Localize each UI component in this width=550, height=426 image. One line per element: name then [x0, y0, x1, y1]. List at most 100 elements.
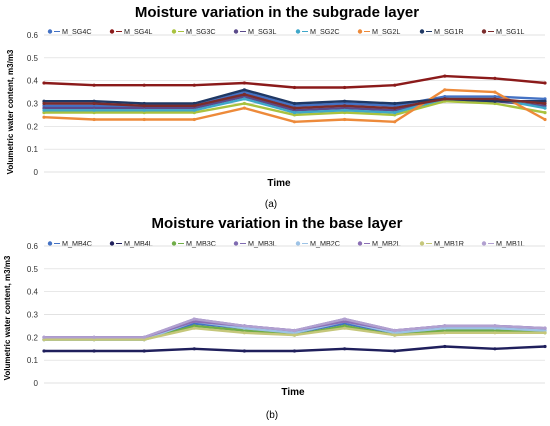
- data-point: [543, 331, 547, 335]
- data-point: [393, 106, 397, 110]
- gridlines: [44, 245, 545, 384]
- data-point: [493, 101, 497, 106]
- y-tick-label: 0.1: [27, 356, 39, 365]
- data-point: [92, 349, 96, 353]
- data-point: [343, 317, 347, 321]
- legend-label: M_MB4L: [124, 239, 153, 248]
- data-point: [443, 324, 447, 328]
- data-point: [192, 317, 196, 321]
- legend-marker: [481, 241, 487, 246]
- data-point: [92, 106, 96, 110]
- data-point: [292, 328, 297, 333]
- data-point: [493, 328, 497, 333]
- chart-title: Moisture variation in the base layer: [152, 215, 403, 232]
- data-point: [393, 104, 397, 108]
- data-point: [343, 324, 347, 328]
- data-point: [192, 324, 196, 328]
- data-point: [393, 83, 397, 87]
- data-point: [292, 85, 297, 90]
- data-point: [343, 108, 347, 112]
- legend-marker: [233, 29, 239, 34]
- data-point: [142, 338, 146, 342]
- legend-marker: [47, 29, 53, 34]
- data-point: [242, 326, 246, 330]
- data-point: [142, 349, 146, 353]
- legend-label: M_MB1R: [434, 239, 464, 248]
- data-point: [142, 83, 146, 87]
- data-point: [393, 113, 397, 117]
- data-point: [92, 108, 96, 112]
- data-point: [543, 81, 547, 85]
- data-point: [242, 97, 246, 101]
- y-axis-label: Volumetric water content, m3/m3: [6, 49, 15, 174]
- data-point: [242, 349, 246, 353]
- legend-label: M_SG1L: [496, 27, 524, 36]
- data-point: [42, 101, 46, 106]
- data-point: [343, 326, 347, 330]
- data-point: [443, 99, 447, 103]
- data-point: [42, 349, 46, 353]
- data-point: [493, 95, 497, 99]
- data-point: [142, 104, 146, 108]
- legend-marker: [233, 241, 239, 246]
- series-lines: [42, 317, 547, 353]
- legend-marker: [47, 241, 53, 246]
- data-point: [292, 331, 297, 335]
- legend-marker: [109, 29, 115, 34]
- data-point: [543, 97, 547, 101]
- data-point: [443, 326, 447, 330]
- y-tick-label: 0.2: [27, 122, 39, 131]
- data-point: [543, 99, 547, 103]
- data-point: [543, 106, 547, 110]
- data-point: [343, 99, 347, 103]
- y-tick-label: 0: [34, 379, 39, 388]
- legend-marker: [295, 241, 301, 246]
- data-point: [142, 111, 146, 115]
- data-point: [393, 349, 397, 353]
- series-lines: [42, 74, 547, 124]
- data-point: [543, 117, 547, 122]
- chart-subgrade: Moisture variation in the subgrade layer…: [6, 4, 547, 210]
- data-point: [42, 104, 46, 108]
- legend-label: M_SG2C: [310, 27, 340, 36]
- data-point: [42, 111, 46, 115]
- y-tick-label: 0.1: [27, 145, 39, 154]
- data-point: [292, 111, 297, 115]
- legend-marker: [419, 241, 425, 246]
- data-point: [493, 347, 497, 351]
- data-point: [493, 90, 497, 94]
- data-point: [443, 97, 447, 101]
- legend-label: M_SG1R: [434, 27, 464, 36]
- data-point: [292, 333, 297, 337]
- data-point: [92, 104, 96, 108]
- data-point: [192, 326, 196, 330]
- data-point: [92, 111, 96, 115]
- data-point: [493, 324, 497, 328]
- data-point: [343, 111, 347, 115]
- data-point: [242, 328, 246, 333]
- legend-label: M_SG4L: [124, 27, 152, 36]
- data-point: [42, 108, 46, 112]
- data-point: [292, 101, 297, 106]
- data-point: [443, 328, 447, 333]
- data-point: [142, 335, 146, 339]
- data-point: [393, 333, 397, 337]
- data-point: [242, 106, 246, 110]
- data-point: [242, 92, 246, 96]
- data-point: [393, 328, 397, 333]
- data-point: [242, 331, 246, 335]
- legend-label: M_MB2L: [372, 239, 401, 248]
- legend-label: M_SG3C: [186, 27, 216, 36]
- data-point: [443, 95, 447, 99]
- data-point: [142, 117, 146, 122]
- data-point: [393, 120, 397, 124]
- chart-title: Moisture variation in the subgrade layer: [135, 4, 419, 21]
- data-point: [443, 74, 447, 78]
- data-point: [543, 111, 547, 115]
- data-point: [493, 331, 497, 335]
- x-axis-label: Time: [281, 387, 305, 398]
- data-point: [242, 324, 246, 328]
- legend-marker: [295, 29, 301, 34]
- panel-caption: (b): [266, 410, 278, 421]
- data-point: [343, 117, 347, 122]
